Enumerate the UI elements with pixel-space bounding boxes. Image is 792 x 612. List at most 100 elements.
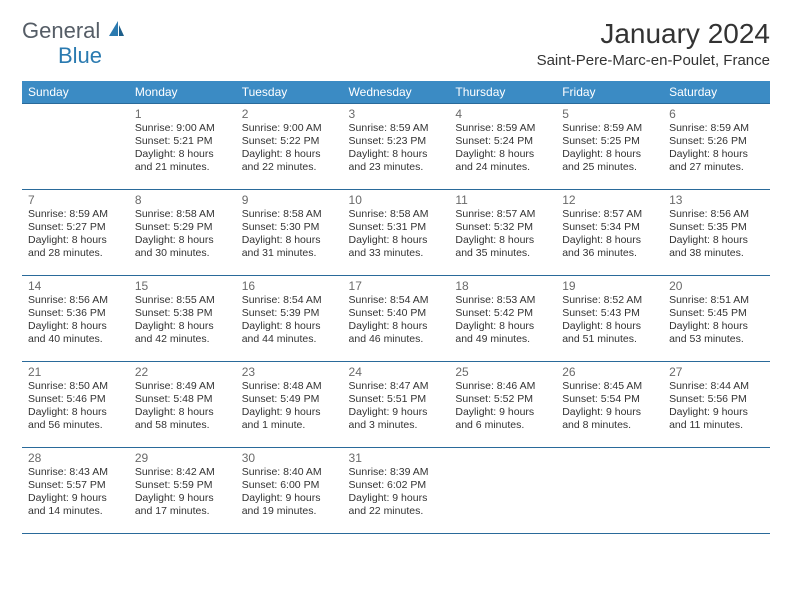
daylight-line: Daylight: 8 hours (349, 234, 444, 247)
day-cell: 3Sunrise: 8:59 AMSunset: 5:23 PMDaylight… (343, 104, 450, 190)
day-cell: 14Sunrise: 8:56 AMSunset: 5:36 PMDayligh… (22, 276, 129, 362)
sunset-line: Sunset: 5:42 PM (455, 307, 550, 320)
sunrise-line: Sunrise: 9:00 AM (135, 122, 230, 135)
day-cell: 22Sunrise: 8:49 AMSunset: 5:48 PMDayligh… (129, 362, 236, 448)
daylight-line: and 8 minutes. (562, 419, 657, 432)
daylight-line: Daylight: 9 hours (135, 492, 230, 505)
sunrise-line: Sunrise: 8:55 AM (135, 294, 230, 307)
day-number: 1 (135, 107, 230, 121)
daylight-line: Daylight: 8 hours (562, 234, 657, 247)
day-cell: 26Sunrise: 8:45 AMSunset: 5:54 PMDayligh… (556, 362, 663, 448)
daylight-line: and 38 minutes. (669, 247, 764, 260)
daylight-line: Daylight: 8 hours (669, 148, 764, 161)
daylight-line: and 14 minutes. (28, 505, 123, 518)
day-cell (22, 104, 129, 190)
day-number: 28 (28, 451, 123, 465)
header: General January 2024 Saint-Pere-Marc-en-… (22, 18, 770, 69)
daylight-line: and 40 minutes. (28, 333, 123, 346)
daylight-line: and 27 minutes. (669, 161, 764, 174)
daylight-line: Daylight: 8 hours (135, 234, 230, 247)
daylight-line: and 53 minutes. (669, 333, 764, 346)
sunset-line: Sunset: 5:26 PM (669, 135, 764, 148)
sunset-line: Sunset: 5:56 PM (669, 393, 764, 406)
sunrise-line: Sunrise: 8:54 AM (349, 294, 444, 307)
day-cell: 21Sunrise: 8:50 AMSunset: 5:46 PMDayligh… (22, 362, 129, 448)
daylight-line: and 51 minutes. (562, 333, 657, 346)
week-row: 7Sunrise: 8:59 AMSunset: 5:27 PMDaylight… (22, 190, 770, 276)
day-cell (449, 448, 556, 534)
day-number: 12 (562, 193, 657, 207)
day-number: 11 (455, 193, 550, 207)
sunset-line: Sunset: 5:34 PM (562, 221, 657, 234)
daylight-line: Daylight: 8 hours (455, 148, 550, 161)
daylight-line: and 33 minutes. (349, 247, 444, 260)
day-cell: 8Sunrise: 8:58 AMSunset: 5:29 PMDaylight… (129, 190, 236, 276)
sunrise-line: Sunrise: 8:58 AM (135, 208, 230, 221)
day-header: Tuesday (236, 81, 343, 104)
day-cell: 27Sunrise: 8:44 AMSunset: 5:56 PMDayligh… (663, 362, 770, 448)
daylight-line: Daylight: 9 hours (669, 406, 764, 419)
daylight-line: Daylight: 8 hours (455, 320, 550, 333)
day-number: 9 (242, 193, 337, 207)
daylight-line: and 42 minutes. (135, 333, 230, 346)
sunset-line: Sunset: 5:30 PM (242, 221, 337, 234)
daylight-line: and 1 minute. (242, 419, 337, 432)
day-number: 30 (242, 451, 337, 465)
sunset-line: Sunset: 5:32 PM (455, 221, 550, 234)
sunset-line: Sunset: 6:00 PM (242, 479, 337, 492)
sunset-line: Sunset: 5:51 PM (349, 393, 444, 406)
sunrise-line: Sunrise: 8:58 AM (242, 208, 337, 221)
day-header: Wednesday (343, 81, 450, 104)
sunrise-line: Sunrise: 8:40 AM (242, 466, 337, 479)
daylight-line: Daylight: 8 hours (455, 234, 550, 247)
day-number: 26 (562, 365, 657, 379)
daylight-line: and 19 minutes. (242, 505, 337, 518)
day-cell: 1Sunrise: 9:00 AMSunset: 5:21 PMDaylight… (129, 104, 236, 190)
day-number: 31 (349, 451, 444, 465)
daylight-line: Daylight: 8 hours (242, 320, 337, 333)
sunset-line: Sunset: 5:24 PM (455, 135, 550, 148)
sunset-line: Sunset: 5:39 PM (242, 307, 337, 320)
day-number: 18 (455, 279, 550, 293)
day-number: 19 (562, 279, 657, 293)
day-cell: 29Sunrise: 8:42 AMSunset: 5:59 PMDayligh… (129, 448, 236, 534)
day-cell: 30Sunrise: 8:40 AMSunset: 6:00 PMDayligh… (236, 448, 343, 534)
day-number: 22 (135, 365, 230, 379)
daylight-line: and 3 minutes. (349, 419, 444, 432)
daylight-line: and 35 minutes. (455, 247, 550, 260)
sunset-line: Sunset: 5:49 PM (242, 393, 337, 406)
logo: General (22, 18, 130, 44)
week-row: 14Sunrise: 8:56 AMSunset: 5:36 PMDayligh… (22, 276, 770, 362)
day-number: 6 (669, 107, 764, 121)
daylight-line: Daylight: 8 hours (349, 320, 444, 333)
sunset-line: Sunset: 5:54 PM (562, 393, 657, 406)
day-header: Friday (556, 81, 663, 104)
day-number: 24 (349, 365, 444, 379)
daylight-line: Daylight: 9 hours (455, 406, 550, 419)
calendar-table: Sunday Monday Tuesday Wednesday Thursday… (22, 81, 770, 534)
day-number: 21 (28, 365, 123, 379)
daylight-line: and 44 minutes. (242, 333, 337, 346)
day-cell: 7Sunrise: 8:59 AMSunset: 5:27 PMDaylight… (22, 190, 129, 276)
daylight-line: and 31 minutes. (242, 247, 337, 260)
sunrise-line: Sunrise: 8:57 AM (455, 208, 550, 221)
day-cell: 18Sunrise: 8:53 AMSunset: 5:42 PMDayligh… (449, 276, 556, 362)
day-number: 17 (349, 279, 444, 293)
sunrise-line: Sunrise: 8:56 AM (669, 208, 764, 221)
sunset-line: Sunset: 5:36 PM (28, 307, 123, 320)
daylight-line: and 17 minutes. (135, 505, 230, 518)
sunset-line: Sunset: 5:40 PM (349, 307, 444, 320)
sunrise-line: Sunrise: 8:57 AM (562, 208, 657, 221)
day-cell: 20Sunrise: 8:51 AMSunset: 5:45 PMDayligh… (663, 276, 770, 362)
day-number: 29 (135, 451, 230, 465)
day-cell: 10Sunrise: 8:58 AMSunset: 5:31 PMDayligh… (343, 190, 450, 276)
daylight-line: Daylight: 9 hours (562, 406, 657, 419)
title-block: January 2024 Saint-Pere-Marc-en-Poulet, … (537, 18, 770, 69)
daylight-line: Daylight: 8 hours (28, 406, 123, 419)
sunrise-line: Sunrise: 8:50 AM (28, 380, 123, 393)
sunrise-line: Sunrise: 8:56 AM (28, 294, 123, 307)
sunset-line: Sunset: 5:22 PM (242, 135, 337, 148)
day-cell: 25Sunrise: 8:46 AMSunset: 5:52 PMDayligh… (449, 362, 556, 448)
sunset-line: Sunset: 5:29 PM (135, 221, 230, 234)
day-cell: 4Sunrise: 8:59 AMSunset: 5:24 PMDaylight… (449, 104, 556, 190)
